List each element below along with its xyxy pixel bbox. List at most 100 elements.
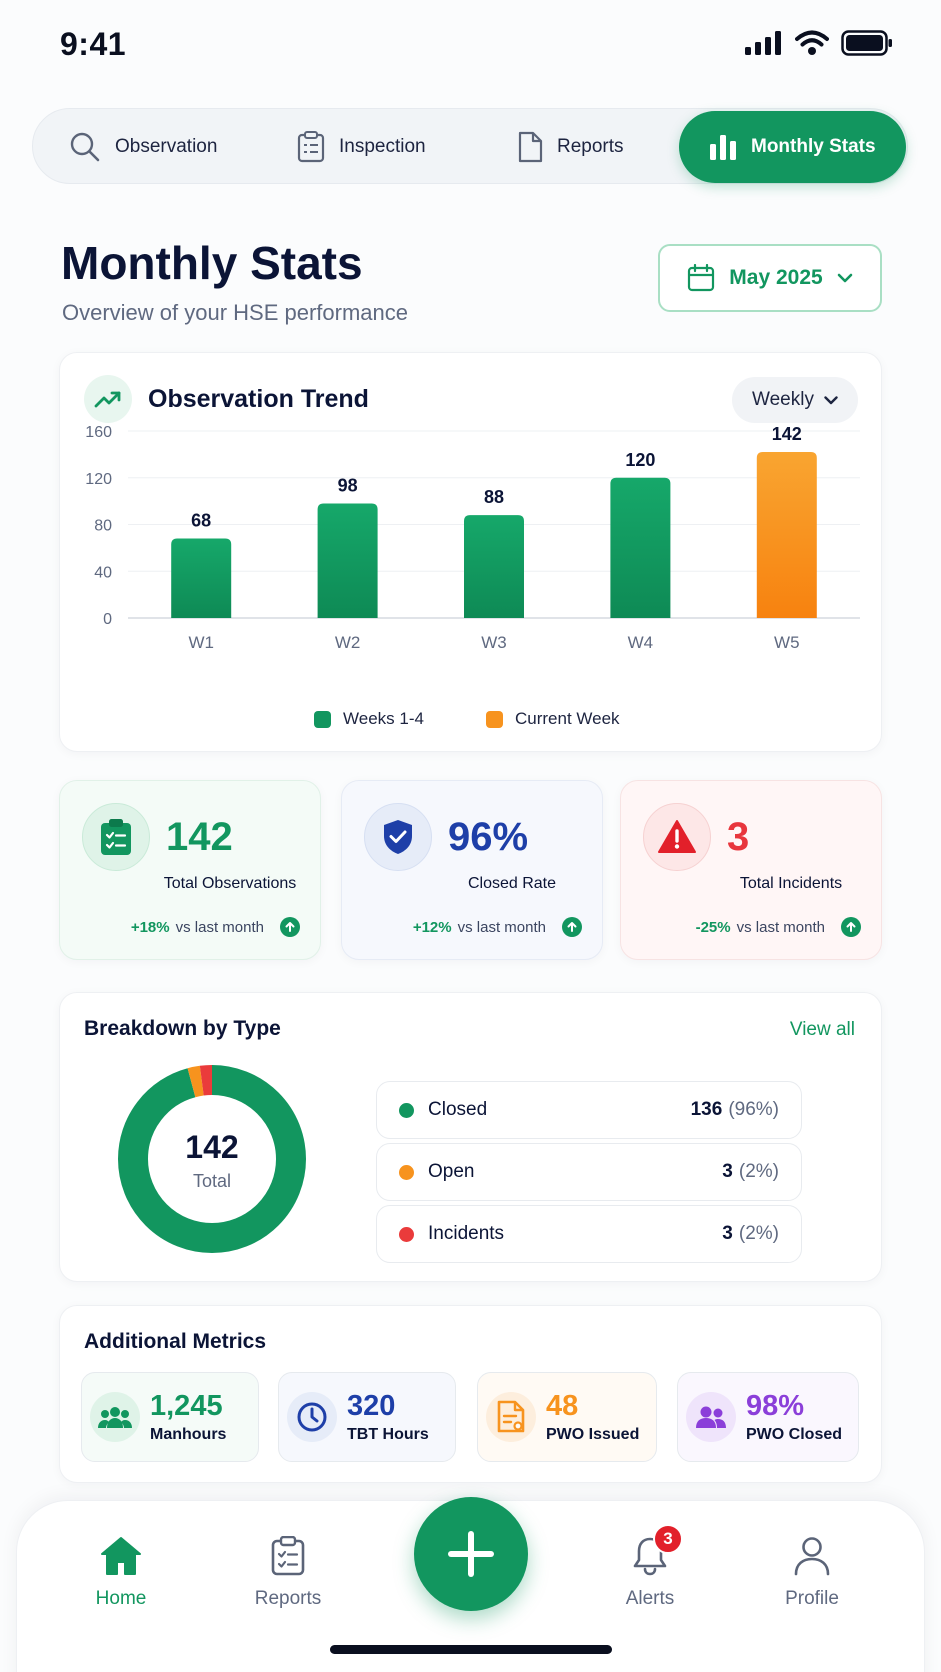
metric-value: 48 (546, 1390, 579, 1422)
metric-tbt-hours[interactable]: 320 TBT Hours (278, 1372, 456, 1462)
bar-w1 (171, 538, 232, 618)
arrow-up-icon (841, 917, 861, 937)
y-tick-label: 0 (103, 611, 112, 628)
tab-label: Inspection (339, 136, 426, 157)
nav-reports[interactable]: Reports (228, 1536, 348, 1610)
stat-change: +18% vs last month (131, 917, 300, 937)
chevron-down-icon (837, 273, 853, 283)
nav-label: Profile (785, 1588, 839, 1609)
tab-label: Reports (557, 136, 624, 157)
stat-icon-bg (82, 803, 150, 871)
bar-w5 (756, 452, 817, 618)
change-suffix: vs last month (175, 918, 264, 936)
breakdown-row-closed[interactable]: Closed 136 (96%) (376, 1081, 802, 1139)
stat-card-observations[interactable]: 142 Total Observations +18% vs last mont… (59, 780, 321, 960)
bar-w4 (610, 477, 671, 618)
legend-swatch-green (314, 710, 331, 728)
breakdown-donut-chart (118, 1065, 306, 1253)
data-label: 88 (484, 487, 504, 507)
stat-change: +12% vs last month (413, 917, 582, 937)
row-name: Open (428, 1161, 475, 1182)
donut-total: 142 (185, 1129, 239, 1165)
donut-segment-incidents (118, 1065, 306, 1253)
metric-value: 320 (347, 1390, 396, 1422)
stat-value: 3 (727, 815, 750, 859)
nav-alerts[interactable]: 3 Alerts (590, 1524, 710, 1610)
plus-icon (448, 1531, 494, 1577)
nav-profile[interactable]: Profile (752, 1536, 872, 1610)
wifi-icon (795, 30, 829, 55)
row-count: 136 (690, 1099, 723, 1120)
tab-monthly-stats[interactable]: Monthly Stats (679, 111, 906, 183)
observation-trend-chart: 0 40 80 120 160 68 W1 98 W2 88 W3 120 W4 142 W5 (85, 424, 860, 652)
donut-total-label: Total (192, 1171, 232, 1191)
stat-label: Total Observations (163, 875, 297, 892)
bar-w3 (464, 515, 524, 618)
x-tick-label: W1 (188, 633, 214, 652)
page-subtitle: Overview of your HSE performance (62, 300, 409, 325)
stat-label: Total Incidents (739, 875, 843, 892)
trending-up-icon (94, 391, 121, 408)
y-tick-label: 120 (85, 471, 112, 488)
metric-pwo-closed[interactable]: 98% PWO Closed (677, 1372, 859, 1462)
trend-title: Observation Trend (148, 385, 369, 413)
x-tick-label: W4 (628, 633, 654, 652)
data-label: 120 (625, 450, 655, 470)
row-pct: (2%) (738, 1161, 779, 1182)
view-all-link[interactable]: View all (789, 1019, 855, 1040)
row-count: 3 (722, 1161, 733, 1182)
metric-label: TBT Hours (347, 1426, 429, 1443)
stat-icon-bg (643, 803, 711, 871)
page-title: Monthly Stats (61, 237, 363, 289)
stat-label: Closed Rate (467, 875, 557, 892)
period-dropdown[interactable]: Weekly (732, 377, 858, 423)
stat-icon-bg (364, 803, 432, 871)
clipboard-icon (271, 1536, 305, 1576)
tab-label: Monthly Stats (751, 136, 876, 157)
stat-value: 96% (448, 815, 529, 859)
stat-card-incidents[interactable]: 3 Total Incidents -25% vs last month (620, 780, 882, 960)
month-picker[interactable]: May 2025 (658, 244, 882, 312)
breakdown-title: Breakdown by Type (84, 1017, 281, 1040)
row-name: Closed (428, 1099, 488, 1120)
tab-reports[interactable]: Reports (517, 109, 624, 185)
y-tick-label: 160 (85, 424, 112, 441)
data-label: 142 (772, 424, 802, 444)
status-icons (745, 30, 893, 56)
nav-home[interactable]: Home (61, 1536, 181, 1610)
add-button[interactable] (414, 1497, 528, 1611)
legend-current: Current Week (486, 709, 620, 729)
data-label: 68 (191, 511, 211, 531)
metric-label: PWO Closed (746, 1426, 843, 1443)
metric-label: PWO Issued (546, 1426, 640, 1443)
stat-card-closed-rate[interactable]: 96% Closed Rate +12% vs last month (341, 780, 603, 960)
battery-icon (841, 30, 892, 56)
user-icon (794, 1537, 830, 1576)
tab-observation[interactable]: Observation (69, 109, 217, 185)
metric-value: 1,245 (150, 1390, 223, 1422)
arrow-up-icon (562, 917, 582, 937)
metric-icon-bg (287, 1392, 337, 1442)
x-tick-label: W2 (335, 633, 361, 652)
breakdown-row-incidents[interactable]: Incidents 3 (2%) (376, 1205, 802, 1263)
y-tick-label: 80 (94, 518, 112, 535)
metric-pwo-issued[interactable]: 48 PWO Issued (477, 1372, 657, 1462)
breakdown-row-open[interactable]: Open 3 (2%) (376, 1143, 802, 1201)
metric-manhours[interactable]: 1,245 Manhours (81, 1372, 259, 1462)
calendar-icon (688, 264, 715, 292)
search-icon (70, 132, 100, 162)
bar-chart-icon (710, 135, 736, 160)
chevron-down-icon (824, 395, 838, 404)
tab-inspection[interactable]: Inspection (297, 109, 426, 185)
signal-icon (745, 31, 781, 55)
legend-weeks: Weeks 1-4 (314, 709, 424, 729)
warning-icon (658, 820, 696, 853)
status-dot (399, 1226, 414, 1242)
permit-doc-icon (497, 1400, 525, 1433)
stat-change: -25% vs last month (696, 917, 861, 937)
trend-badge (84, 375, 132, 423)
arrow-up-icon (280, 917, 300, 937)
observation-trend-card: Observation Trend Weekly 0 40 80 120 160 68 W1… (59, 352, 882, 752)
month-label: May 2025 (729, 266, 823, 289)
x-tick-label: W3 (481, 633, 507, 652)
